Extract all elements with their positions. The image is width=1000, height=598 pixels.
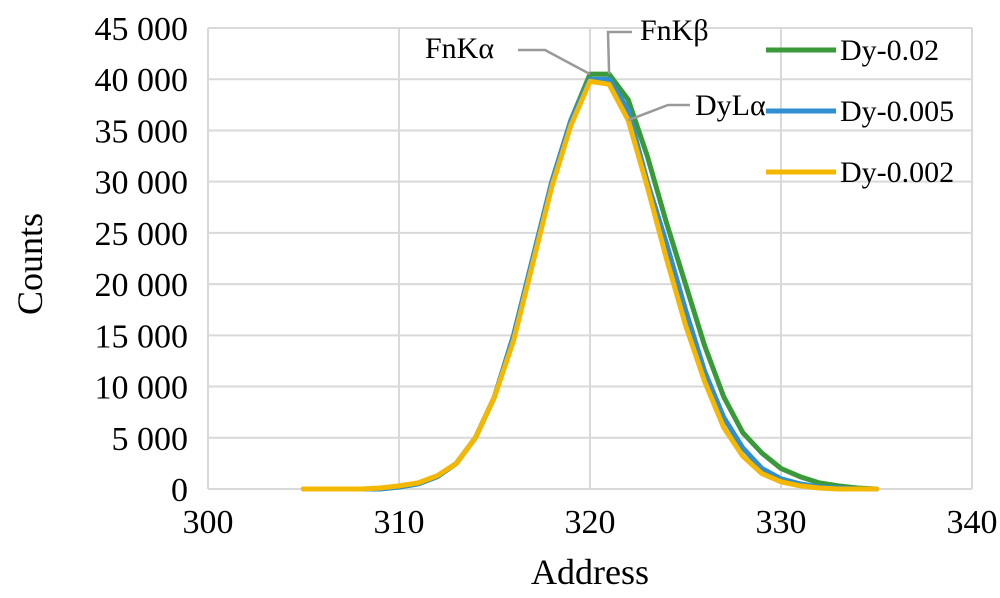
- y-tick-label: 10 000: [95, 370, 189, 407]
- x-tick-label: 300: [183, 504, 234, 541]
- annotation-leader-line: [518, 48, 591, 76]
- y-tick-label: 0: [171, 472, 188, 509]
- legend-label: Dy-0.002: [840, 156, 954, 189]
- y-tick-label: 25 000: [95, 216, 189, 253]
- y-tick-label: 30 000: [95, 165, 189, 202]
- annotations: FnKα FnKβ DyLα: [425, 14, 766, 122]
- y-tick-label: 5 000: [112, 421, 189, 458]
- y-tick-label: 35 000: [95, 113, 189, 150]
- x-tick-label: 330: [756, 504, 807, 541]
- y-tick-label: 20 000: [95, 267, 189, 304]
- x-tick-label: 340: [947, 504, 998, 541]
- annotation-label: FnKα: [425, 32, 494, 65]
- y-tick-label: 45 000: [95, 11, 189, 48]
- y-axis-title: Counts: [10, 213, 50, 315]
- y-tick-label: 40 000: [95, 62, 189, 99]
- legend-label: Dy-0.005: [840, 95, 954, 128]
- annotation-label: DyLα: [695, 89, 766, 122]
- annotation-leader-line: [606, 30, 632, 75]
- series-line-dy-0-002: [301, 78, 879, 492]
- y-tick-label: 15 000: [95, 318, 189, 355]
- tick-labels: 0 5 000 10 000 15 000 20 000 25 000 30 000 35 0…: [95, 11, 998, 541]
- annotation-leader-line: [627, 103, 690, 122]
- x-axis-title: Address: [531, 552, 649, 592]
- x-tick-label: 320: [565, 504, 616, 541]
- legend: Dy-0.02 Dy-0.005 Dy-0.002: [766, 34, 954, 189]
- x-tick-label: 310: [374, 504, 425, 541]
- annotation-label: FnKβ: [640, 14, 709, 47]
- grid-lines: [207, 27, 973, 490]
- legend-label: Dy-0.02: [840, 34, 939, 67]
